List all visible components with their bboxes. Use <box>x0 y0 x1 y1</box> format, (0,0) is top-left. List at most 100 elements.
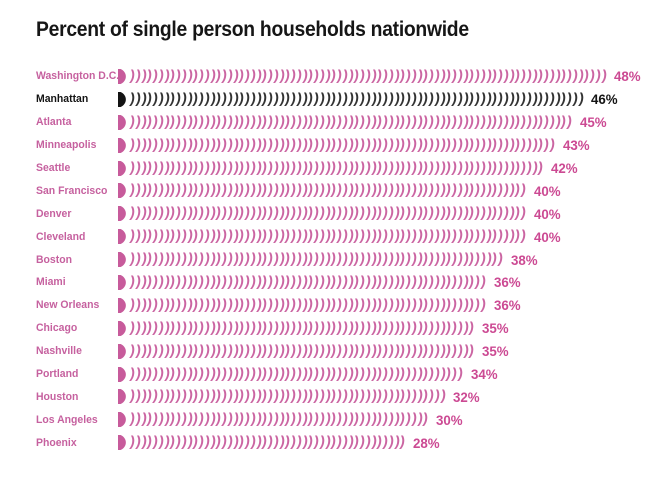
pictorial-bar: ))))))))))))))))))))))))))))))))))))))))… <box>118 388 447 405</box>
bar-start-half-disc-icon <box>118 252 126 268</box>
bar-glyph: ) <box>565 113 574 130</box>
chart-row: Phoenix)))))))))))))))))))))))))))))))))… <box>36 431 650 454</box>
city-label: Los Angeles <box>36 413 98 426</box>
value-label: 45% <box>579 114 607 131</box>
chart-row: Cleveland)))))))))))))))))))))))))))))))… <box>36 225 650 248</box>
city-label: Houston <box>36 390 79 403</box>
city-label: Seattle <box>36 162 71 174</box>
pictorial-bar: ))))))))))))))))))))))))))))))))))))))))… <box>118 137 556 153</box>
bar-start-half-disc-icon <box>118 320 126 336</box>
bar-glyph: ) <box>422 411 430 428</box>
bar-glyph: ) <box>496 251 505 268</box>
chart-row: Manhattan)))))))))))))))))))))))))))))))… <box>36 88 650 111</box>
bar-start-half-disc-icon <box>118 183 126 199</box>
chart-row: Washington D.C.)))))))))))))))))))))))))… <box>36 65 650 88</box>
pictorial-bar: ))))))))))))))))))))))))))))))))))))))))… <box>118 67 608 84</box>
bar-glyph: ) <box>468 319 476 336</box>
bar-glyph: ) <box>468 342 476 359</box>
chart-row: Nashville)))))))))))))))))))))))))))))))… <box>36 340 650 363</box>
bar-glyph: ) <box>399 434 407 451</box>
chart-row: Minneapolis)))))))))))))))))))))))))))))… <box>36 134 650 157</box>
value-label: 35% <box>482 320 509 337</box>
pictorial-bar: ))))))))))))))))))))))))))))))))))))))))… <box>118 411 430 428</box>
bar-glyph: ) <box>519 205 528 222</box>
chart-row: Miami)))))))))))))))))))))))))))))))))))… <box>36 271 650 294</box>
chart-row: Chicago)))))))))))))))))))))))))))))))))… <box>36 317 650 340</box>
value-label: 36% <box>493 297 521 314</box>
value-label: 43% <box>562 137 590 154</box>
bar-start-half-disc-icon <box>118 343 126 359</box>
value-label: 40% <box>533 228 561 245</box>
chart-row: Seattle)))))))))))))))))))))))))))))))))… <box>36 157 650 180</box>
bar-start-half-disc-icon <box>118 229 126 245</box>
chart-row: Boston))))))))))))))))))))))))))))))))))… <box>36 248 650 271</box>
pictorial-bar: ))))))))))))))))))))))))))))))))))))))))… <box>118 251 505 268</box>
pictorial-bar: ))))))))))))))))))))))))))))))))))))))))… <box>118 114 573 130</box>
city-label: Manhattan <box>36 93 89 106</box>
chart-row: Portland))))))))))))))))))))))))))))))))… <box>36 363 650 386</box>
value-label: 35% <box>482 343 509 360</box>
pictorial-bar: ))))))))))))))))))))))))))))))))))))))))… <box>118 160 544 176</box>
pictorial-bar: ))))))))))))))))))))))))))))))))))))))))… <box>118 205 528 222</box>
pictorial-bar: ))))))))))))))))))))))))))))))))))))))))… <box>118 343 475 359</box>
pictorial-bar: ))))))))))))))))))))))))))))))))))))))))… <box>118 297 487 313</box>
chart-row: Los Angeles)))))))))))))))))))))))))))))… <box>36 408 650 431</box>
bar-glyph: ) <box>519 228 528 245</box>
city-label: Minneapolis <box>36 139 97 152</box>
chart-title: Percent of single person households nati… <box>36 18 469 41</box>
bar-start-half-disc-icon <box>118 297 126 313</box>
pictorial-bar: ))))))))))))))))))))))))))))))))))))))))… <box>118 228 528 245</box>
chart-row: Atlanta)))))))))))))))))))))))))))))))))… <box>36 111 650 134</box>
value-label: 30% <box>436 411 463 428</box>
value-label: 42% <box>551 160 578 176</box>
value-label: 32% <box>453 388 480 405</box>
value-label: 40% <box>533 205 561 222</box>
bar-glyph: ) <box>479 273 487 290</box>
bar-start-half-disc-icon <box>118 389 126 405</box>
bar-start-half-disc-icon <box>118 274 126 290</box>
bar-start-half-disc-icon <box>118 91 126 107</box>
bar-start-half-disc-icon <box>118 206 126 222</box>
value-label: 34% <box>470 366 498 383</box>
bar-glyph: ) <box>519 182 528 199</box>
bar-glyph: ) <box>600 67 608 84</box>
bar-glyph: ) <box>439 388 447 405</box>
chart-row: San Francisco)))))))))))))))))))))))))))… <box>36 179 650 202</box>
bar-start-half-disc-icon <box>118 68 126 84</box>
bar-glyph: ) <box>456 365 464 382</box>
chart-container: Percent of single person households nati… <box>36 18 650 454</box>
bar-start-half-disc-icon <box>118 137 126 153</box>
city-label: Cleveland <box>36 230 86 243</box>
city-label: Nashville <box>36 345 82 358</box>
pictorial-bar: ))))))))))))))))))))))))))))))))))))))))… <box>118 91 585 107</box>
pictorial-bar: ))))))))))))))))))))))))))))))))))))))))… <box>118 366 464 382</box>
value-label: 48% <box>614 68 641 85</box>
pictorial-bar: ))))))))))))))))))))))))))))))))))))))))… <box>118 434 407 451</box>
bar-start-half-disc-icon <box>118 114 126 130</box>
pictorial-bar: ))))))))))))))))))))))))))))))))))))))))… <box>118 274 487 290</box>
bar-start-half-disc-icon <box>118 160 126 176</box>
city-label: Atlanta <box>36 116 72 129</box>
bar-start-half-disc-icon <box>118 366 126 382</box>
pictorial-bar: ))))))))))))))))))))))))))))))))))))))))… <box>118 182 528 199</box>
bar-start-half-disc-icon <box>118 412 126 428</box>
bar-start-half-disc-icon <box>118 435 126 451</box>
value-label: 46% <box>591 91 618 108</box>
chart-row: Houston)))))))))))))))))))))))))))))))))… <box>36 385 650 408</box>
city-label: Phoenix <box>36 436 77 449</box>
bar-glyph: ) <box>479 296 487 313</box>
city-label: Portland <box>36 368 79 381</box>
city-label: Miami <box>36 276 66 289</box>
bar-glyph: ) <box>548 136 556 153</box>
value-label: 28% <box>413 434 440 451</box>
city-label: Washington D.C. <box>36 70 120 83</box>
chart-row: New Orleans)))))))))))))))))))))))))))))… <box>36 294 650 317</box>
bar-glyph: ) <box>537 159 545 176</box>
chart-row: Denver))))))))))))))))))))))))))))))))))… <box>36 202 650 225</box>
city-label: Chicago <box>36 322 78 335</box>
city-label: San Francisco <box>36 184 108 197</box>
value-label: 40% <box>533 182 561 199</box>
city-label: New Orleans <box>36 299 100 312</box>
pictorial-bar: ))))))))))))))))))))))))))))))))))))))))… <box>118 320 475 336</box>
